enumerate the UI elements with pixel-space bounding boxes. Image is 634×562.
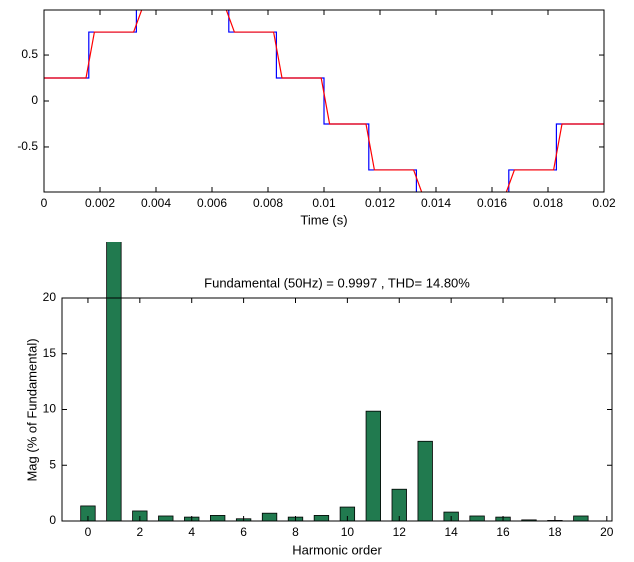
bar: [521, 519, 537, 521]
y-tick-label: 15: [43, 346, 57, 360]
bar: [573, 515, 589, 521]
x-tick-label: 2: [136, 525, 143, 539]
bar: [261, 512, 278, 521]
plot-content: [44, 10, 604, 192]
y-tick-label: -0.5: [17, 139, 38, 153]
x-tick-label: 0.008: [253, 196, 283, 210]
x-tick-label: 8: [292, 525, 299, 539]
x-tick-label: 20: [600, 525, 614, 539]
x-tick-label: 10: [341, 525, 355, 539]
x-tick-label: 0.014: [421, 196, 451, 210]
bar: [365, 410, 381, 521]
x-tick-label: 0.01: [312, 196, 336, 210]
x-tick-label: 4: [188, 525, 195, 539]
x-axis-label: Harmonic order: [292, 542, 382, 557]
y-tick-label: 20: [43, 290, 57, 304]
x-tick-label: 0.004: [141, 196, 171, 210]
x-tick-label: 6: [240, 525, 247, 539]
y-tick-label: 0.5: [21, 47, 38, 61]
x-tick-label: 0.006: [197, 196, 227, 210]
x-tick-label: 16: [496, 525, 510, 539]
bar: [391, 488, 407, 521]
x-tick-label: 0.002: [85, 196, 115, 210]
x-tick-label: 0: [85, 525, 92, 539]
bar: [106, 242, 122, 521]
bar: [417, 440, 433, 521]
bar: [339, 506, 356, 521]
x-tick-label: 0: [41, 196, 48, 210]
x-axis-label: Time (s): [300, 212, 347, 227]
x-tick-label: 0.018: [533, 196, 563, 210]
bar: [209, 515, 226, 521]
line-series: [44, 10, 604, 192]
x-tick-label: 0.016: [477, 196, 507, 210]
x-tick-label: 0.012: [365, 196, 395, 210]
y-tick-label: 0: [31, 93, 38, 107]
x-tick-label: 0.02: [592, 196, 616, 210]
line-series: [44, 10, 604, 192]
plot-area: [62, 298, 612, 521]
x-tick-label: 14: [444, 525, 458, 539]
x-tick-label: 12: [393, 525, 407, 539]
y-axis-label: Mag (% of Fundamental): [24, 338, 39, 481]
y-tick-label: 10: [43, 402, 57, 416]
bar: [313, 515, 330, 521]
chart-title: Fundamental (50Hz) = 0.9997 , THD= 14.80…: [204, 275, 470, 290]
x-tick-label: 18: [548, 525, 562, 539]
plot-content: [80, 242, 589, 521]
bar: [80, 505, 96, 521]
y-tick-label: 0: [49, 513, 56, 527]
y-tick-label: 5: [49, 457, 56, 471]
bar: [469, 515, 485, 521]
bar: [158, 515, 174, 521]
